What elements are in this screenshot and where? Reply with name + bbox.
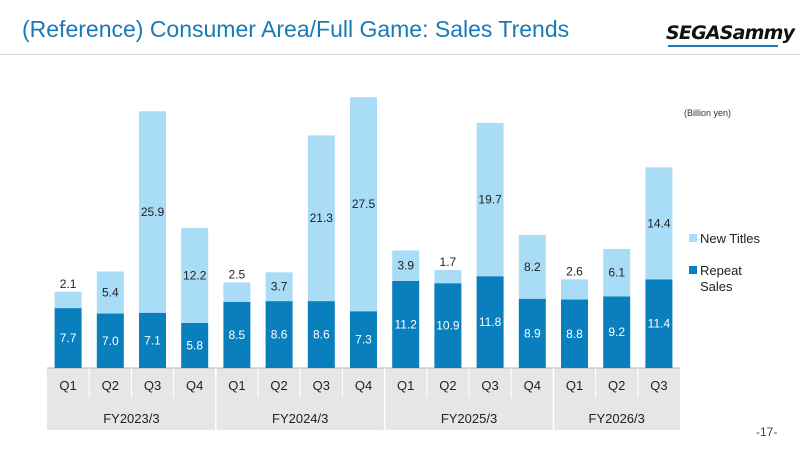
x-tick-label: Q4 bbox=[355, 378, 372, 393]
data-label-repeat-sales: 7.3 bbox=[355, 333, 372, 347]
data-label-new-titles: 21.3 bbox=[310, 211, 334, 225]
data-label-new-titles: 2.5 bbox=[229, 267, 246, 281]
bar-new-titles bbox=[603, 248, 631, 297]
bar-new-titles bbox=[307, 135, 335, 302]
bar-new-titles bbox=[645, 167, 673, 280]
x-tick-label: Q4 bbox=[186, 378, 203, 393]
data-label-repeat-sales: 8.5 bbox=[229, 328, 246, 342]
title-divider bbox=[0, 54, 800, 55]
x-tick-label: Q3 bbox=[650, 378, 667, 393]
bar-repeat-sales bbox=[561, 299, 588, 368]
data-label-repeat-sales: 9.2 bbox=[608, 325, 625, 339]
x-tick-label: Q3 bbox=[144, 378, 161, 393]
bar-repeat-sales bbox=[96, 313, 124, 368]
bar-repeat-sales bbox=[350, 311, 377, 368]
data-label-new-titles: 12.2 bbox=[183, 268, 207, 282]
brand-logo-underline bbox=[668, 45, 778, 47]
bar-new-titles bbox=[96, 271, 124, 314]
bar-new-titles bbox=[561, 279, 588, 300]
group-label: FY2025/3 bbox=[441, 411, 497, 426]
data-label-new-titles: 3.9 bbox=[397, 259, 414, 273]
legend-label: Repeat Sales bbox=[700, 263, 742, 294]
bar-repeat-sales bbox=[307, 301, 335, 368]
x-tick-label: Q4 bbox=[524, 378, 541, 393]
data-label-repeat-sales: 11.2 bbox=[394, 317, 417, 331]
data-label-repeat-sales: 8.8 bbox=[566, 327, 583, 341]
x-tick-label: Q2 bbox=[439, 378, 456, 393]
data-label-new-titles: 19.7 bbox=[478, 193, 502, 207]
data-label-new-titles: 5.4 bbox=[102, 286, 119, 300]
bar-new-titles bbox=[434, 269, 462, 284]
bar-new-titles bbox=[54, 291, 82, 309]
bar-repeat-sales bbox=[645, 279, 673, 368]
x-tick-label: Q1 bbox=[566, 378, 583, 393]
x-tick-label: Q1 bbox=[228, 378, 245, 393]
data-label-new-titles: 1.7 bbox=[440, 255, 457, 269]
data-label-repeat-sales: 10.9 bbox=[436, 319, 460, 333]
bar-repeat-sales bbox=[603, 296, 631, 368]
data-label-new-titles: 3.7 bbox=[271, 280, 288, 294]
data-label-new-titles: 25.9 bbox=[141, 205, 165, 219]
x-tick-label: Q3 bbox=[313, 378, 330, 393]
x-tick-label: Q3 bbox=[481, 378, 498, 393]
bar-new-titles bbox=[181, 227, 209, 323]
legend-label: New Titles bbox=[700, 231, 760, 246]
data-label-repeat-sales: 8.9 bbox=[524, 326, 541, 340]
data-label-repeat-sales: 8.6 bbox=[313, 328, 330, 342]
data-label-new-titles: 14.4 bbox=[647, 216, 671, 230]
bar-new-titles bbox=[265, 272, 293, 302]
data-label-new-titles: 2.6 bbox=[566, 264, 583, 278]
bar-new-titles bbox=[518, 234, 546, 299]
x-tick-label: Q2 bbox=[102, 378, 119, 393]
data-label-repeat-sales: 8.6 bbox=[271, 328, 288, 342]
data-label-repeat-sales: 7.1 bbox=[144, 333, 161, 347]
data-label-repeat-sales: 7.0 bbox=[102, 334, 119, 348]
x-tick-label: Q1 bbox=[397, 378, 414, 393]
bar-new-titles bbox=[476, 122, 504, 277]
bar-repeat-sales bbox=[265, 301, 293, 368]
legend-swatch bbox=[689, 266, 697, 274]
bar-new-titles bbox=[223, 282, 251, 302]
bar-new-titles bbox=[139, 111, 166, 313]
x-tick-label: Q2 bbox=[608, 378, 625, 393]
bar-repeat-sales bbox=[181, 322, 209, 368]
page-title: (Reference) Consumer Area/Full Game: Sal… bbox=[22, 16, 570, 42]
data-label-repeat-sales: 11.4 bbox=[648, 317, 671, 331]
bar-repeat-sales bbox=[223, 301, 251, 368]
data-label-repeat-sales: 5.8 bbox=[186, 338, 203, 352]
group-label: FY2023/3 bbox=[103, 411, 159, 426]
data-label-new-titles: 6.1 bbox=[608, 266, 625, 280]
data-label-new-titles: 8.2 bbox=[524, 260, 541, 274]
data-label-new-titles: 2.1 bbox=[60, 277, 77, 291]
bar-repeat-sales bbox=[54, 308, 82, 368]
unit-label: (Billion yen) bbox=[684, 108, 731, 118]
bar-repeat-sales bbox=[392, 280, 420, 368]
group-label: FY2026/3 bbox=[589, 411, 645, 426]
page-number: -17- bbox=[756, 425, 778, 439]
x-tick-label: Q2 bbox=[270, 378, 287, 393]
bar-repeat-sales bbox=[518, 298, 546, 368]
bar-repeat-sales bbox=[476, 276, 504, 368]
brand-logo: SEGASammy bbox=[666, 22, 795, 44]
axis-band bbox=[47, 368, 680, 430]
legend-swatch bbox=[689, 234, 697, 242]
data-label-repeat-sales: 7.7 bbox=[60, 331, 77, 345]
data-label-new-titles: 27.5 bbox=[352, 197, 376, 211]
bar-repeat-sales bbox=[139, 312, 166, 368]
group-label: FY2024/3 bbox=[272, 411, 328, 426]
data-label-repeat-sales: 11.8 bbox=[479, 315, 502, 329]
bar-repeat-sales bbox=[434, 283, 462, 368]
bar-new-titles bbox=[392, 250, 420, 281]
x-tick-label: Q1 bbox=[59, 378, 76, 393]
bar-new-titles bbox=[350, 97, 377, 312]
